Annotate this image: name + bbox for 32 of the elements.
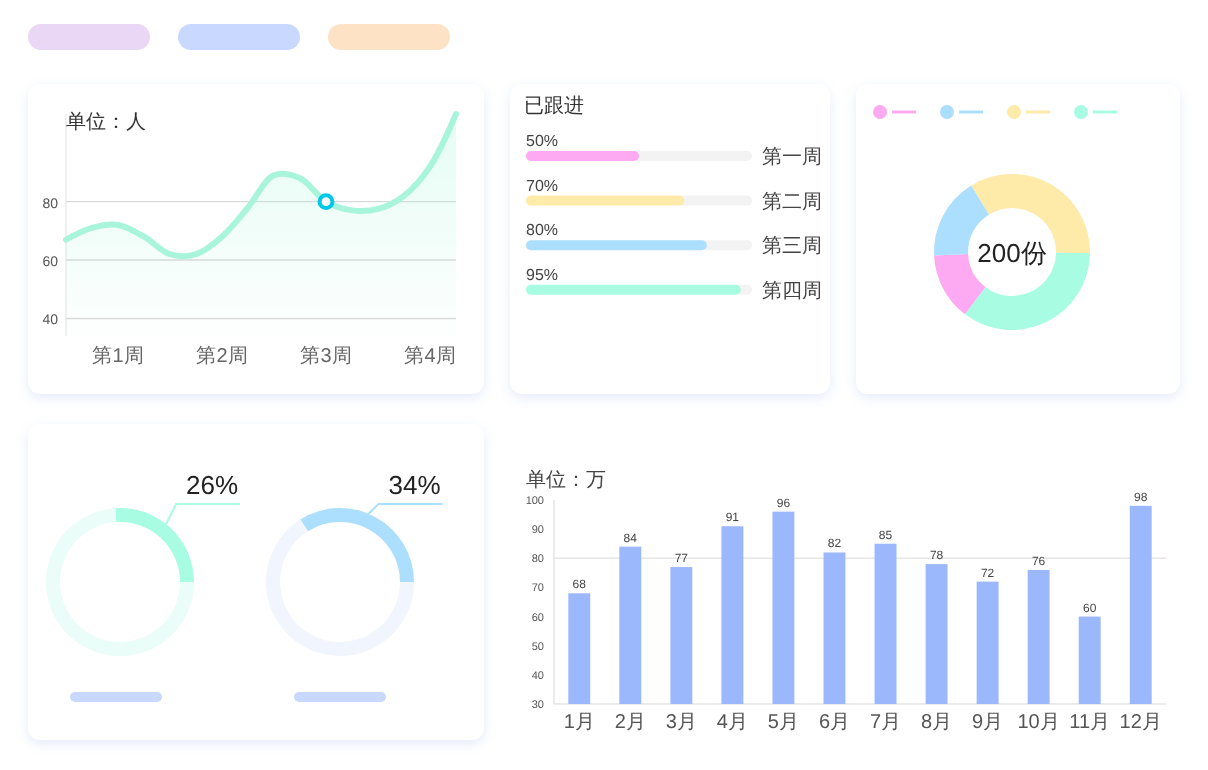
donut-slice [266, 519, 414, 656]
data-label: 70% [526, 176, 559, 195]
x-tick-label: 12月 [1119, 712, 1162, 734]
y-tick-label: 第三周 [762, 234, 822, 259]
x-tick-label: 8月 [921, 712, 953, 734]
data-label: 26% [186, 470, 239, 500]
x-tick-label: 第1周 [92, 344, 144, 368]
x-tick-label: 6月 [818, 712, 851, 734]
data-label: 95% [526, 265, 559, 284]
x-tick-label: 7月 [869, 712, 902, 734]
x-tick-label: 11月 [1069, 712, 1111, 734]
x-tick-label: 第2周 [196, 344, 248, 368]
data-label: 80% [526, 221, 559, 240]
x-tick-label: 1月 [563, 712, 595, 734]
text: 200份 [977, 238, 1047, 268]
chart-title: 已跟进 [524, 94, 584, 118]
x-tick-label: 4月 [716, 712, 748, 734]
y-axis-title: 单位：万 [526, 468, 606, 492]
x-tick-label: 5月 [767, 712, 799, 734]
x-tick-label: 第4周 [404, 344, 456, 368]
data-label: 34% [388, 470, 442, 500]
data-label: 50% [526, 132, 559, 150]
x-tick-label: 9月 [972, 712, 1004, 734]
x-tick-label: 2月 [614, 712, 646, 734]
x-tick-label: 10月 [1017, 712, 1060, 734]
donut-slice [46, 508, 194, 656]
y-tick-label: 第二周 [762, 189, 822, 214]
x-tick-label: 第3周 [300, 344, 352, 368]
y-tick-label: 第四周 [762, 278, 822, 303]
y-tick-label: 第一周 [762, 145, 822, 169]
x-tick-label: 3月 [665, 712, 697, 734]
y-axis-title: 单位：人 [66, 110, 146, 134]
